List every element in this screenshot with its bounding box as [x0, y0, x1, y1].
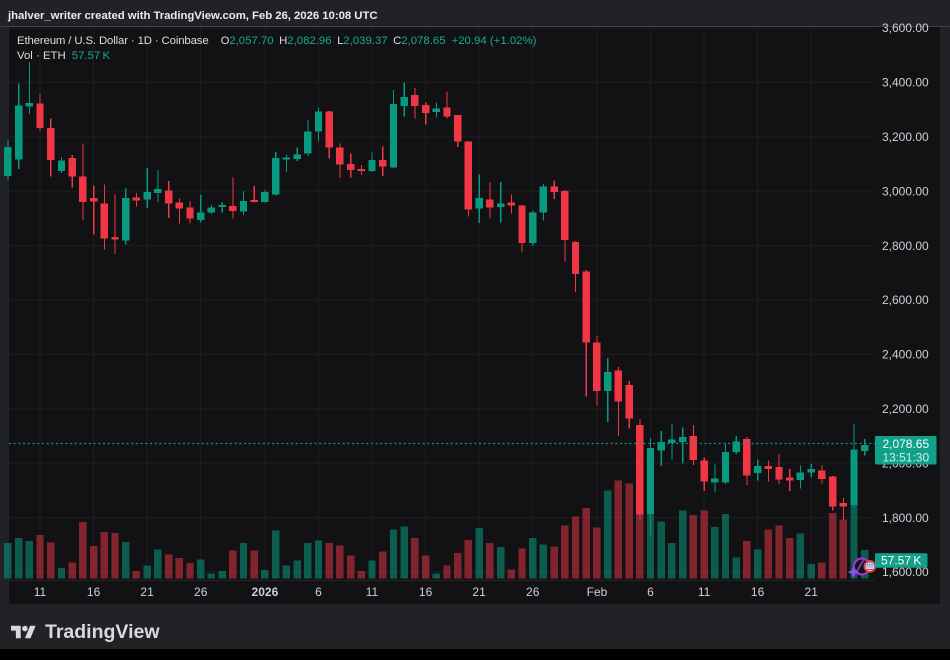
svg-text:3,200.00: 3,200.00: [882, 130, 929, 144]
svg-text:16: 16: [87, 585, 101, 599]
svg-text:21: 21: [472, 585, 486, 599]
svg-text:3,600.00: 3,600.00: [882, 21, 929, 35]
svg-text:6: 6: [315, 585, 322, 599]
svg-text:16: 16: [419, 585, 433, 599]
svg-text:57.57 K: 57.57 K: [881, 553, 921, 567]
svg-text:13:51:30: 13:51:30: [882, 450, 929, 464]
svg-text:2,078.65: 2,078.65: [882, 437, 929, 451]
svg-text:2,400.00: 2,400.00: [882, 348, 929, 362]
svg-text:11: 11: [366, 585, 379, 599]
svg-text:1,800.00: 1,800.00: [882, 511, 929, 525]
svg-text:Feb: Feb: [587, 585, 608, 599]
svg-text:11: 11: [34, 585, 47, 599]
svg-text:3,400.00: 3,400.00: [882, 76, 929, 90]
svg-text:26: 26: [526, 585, 540, 599]
svg-text:2,800.00: 2,800.00: [882, 239, 929, 253]
svg-text:16: 16: [751, 585, 765, 599]
svg-text:2,600.00: 2,600.00: [882, 293, 929, 307]
svg-text:3,000.00: 3,000.00: [882, 184, 929, 198]
svg-text:21: 21: [140, 585, 154, 599]
svg-text:1,600.00: 1,600.00: [882, 565, 929, 579]
svg-text:21: 21: [805, 585, 819, 599]
svg-text:2,200.00: 2,200.00: [882, 402, 929, 416]
svg-text:2026: 2026: [252, 585, 279, 599]
svg-text:11: 11: [698, 585, 711, 599]
svg-text:6: 6: [647, 585, 654, 599]
svg-text:26: 26: [194, 585, 208, 599]
